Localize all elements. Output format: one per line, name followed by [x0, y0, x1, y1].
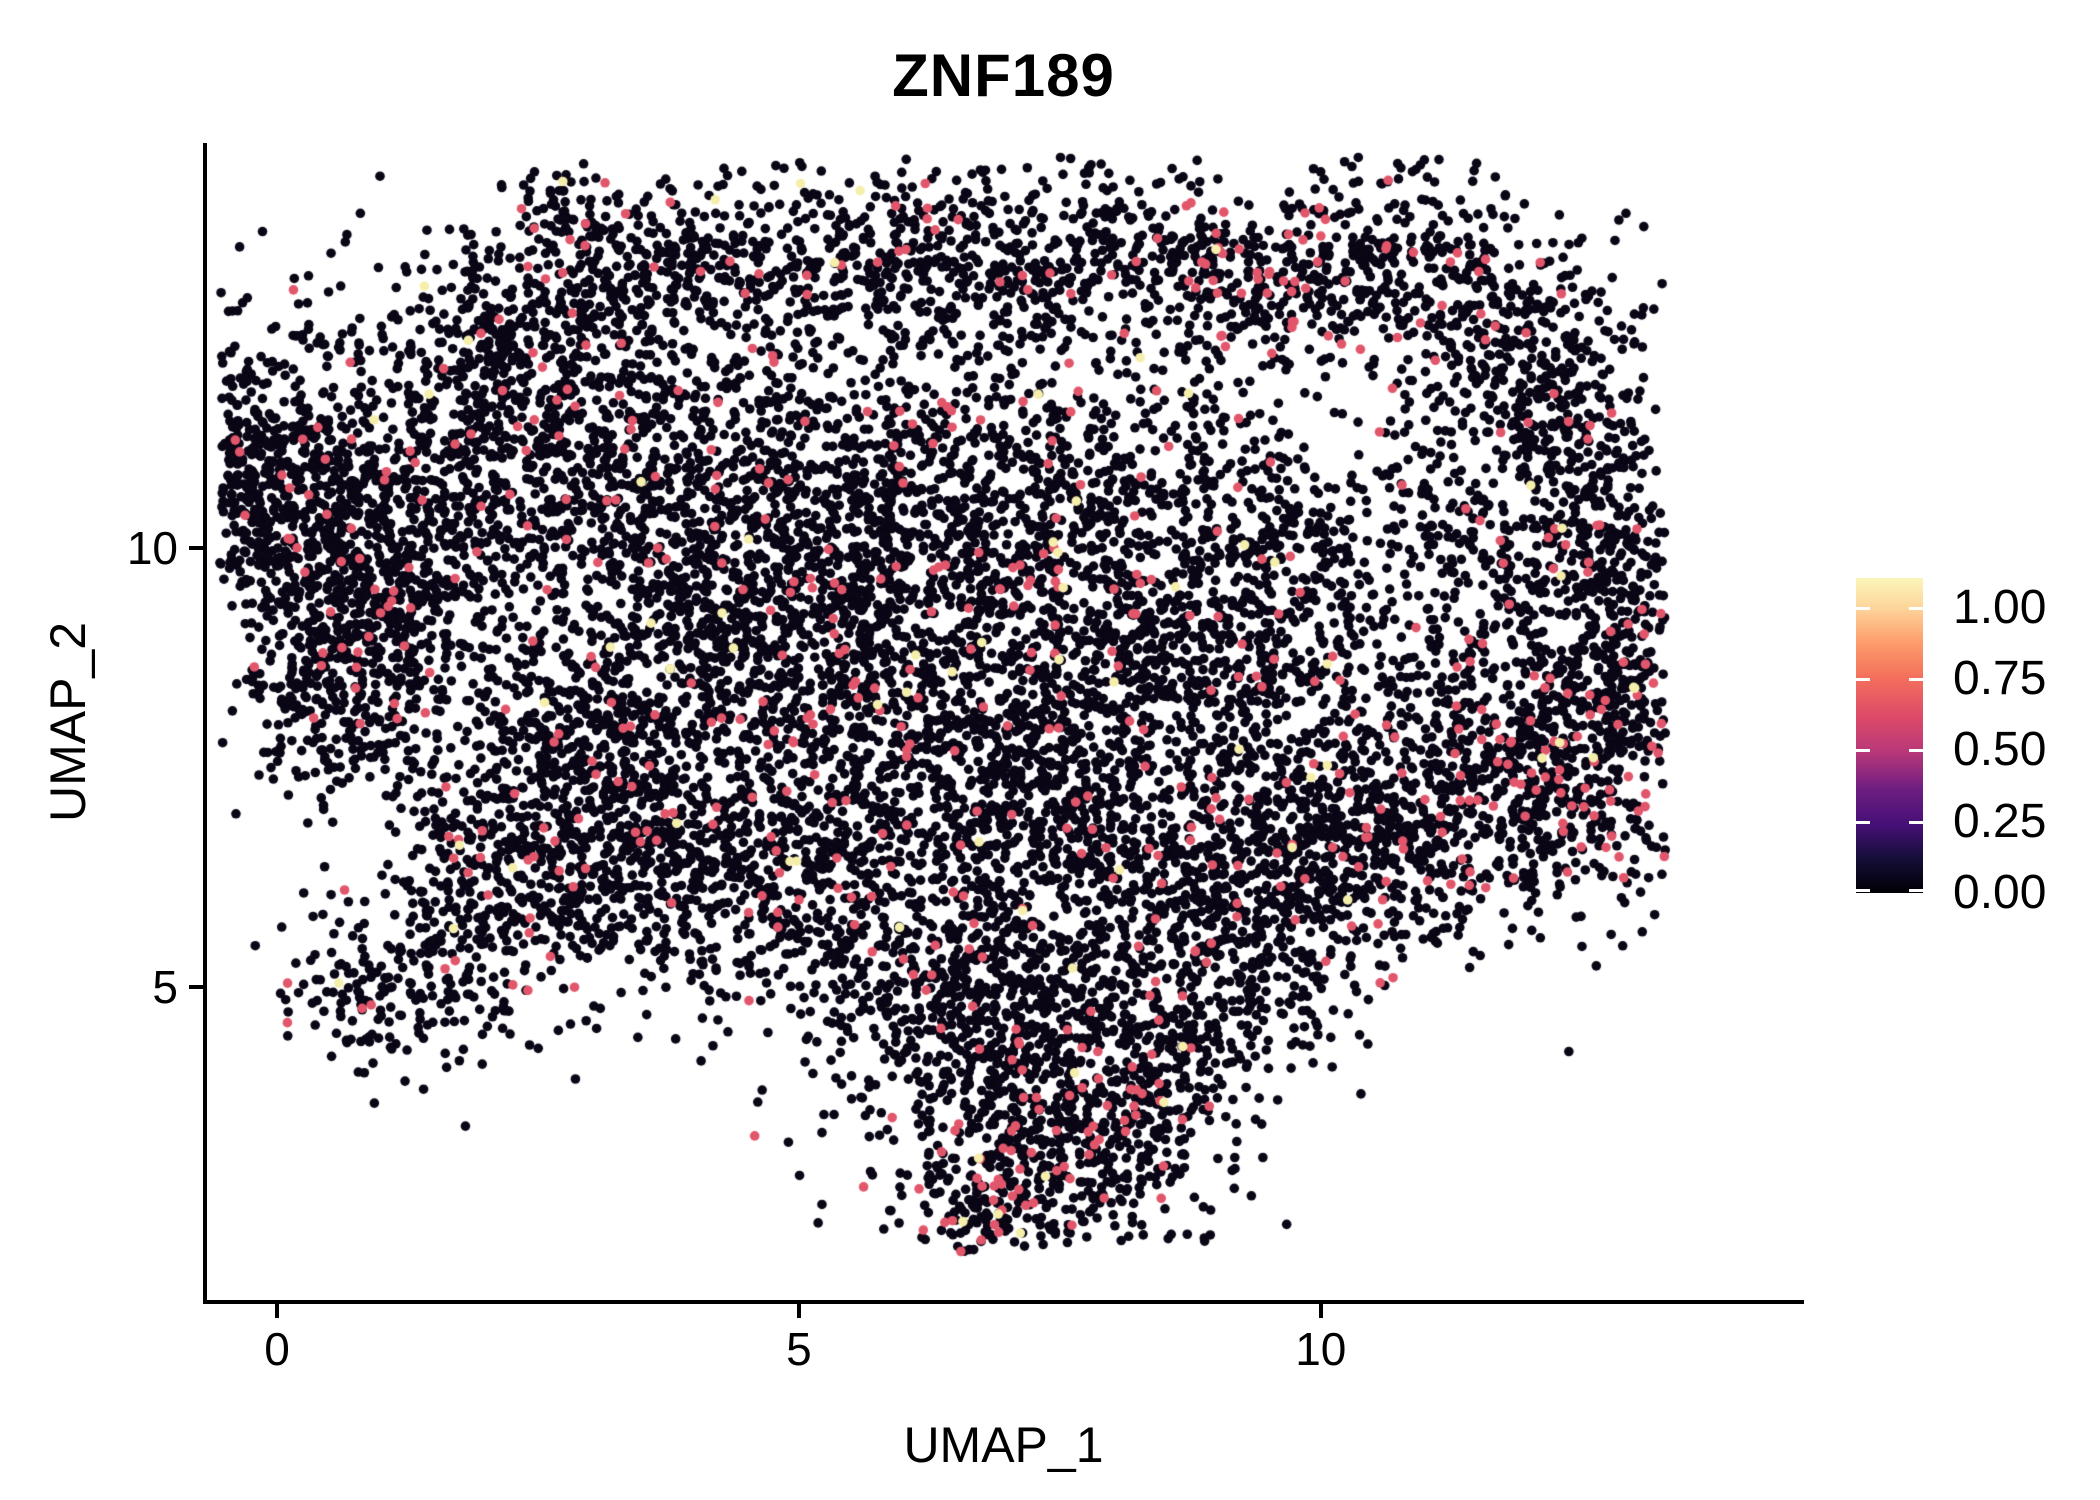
- colorbar-tick-mark: [1856, 678, 1870, 682]
- y-axis-line: [203, 143, 207, 1304]
- x-tick-label: 5: [786, 1323, 812, 1375]
- colorbar-gradient: [1856, 578, 1923, 893]
- colorbar-tick-mark: [1909, 749, 1923, 753]
- colorbar-tick-label: 0.25: [1953, 794, 2047, 848]
- colorbar-tick-label: 0.00: [1953, 866, 2047, 919]
- colorbar-tick-label: 1.00: [1953, 580, 2047, 634]
- x-axis-title: UMAP_1: [903, 1417, 1104, 1473]
- colorbar-tick-mark: [1909, 606, 1923, 610]
- y-tick-mark: [189, 545, 203, 550]
- plot-title: ZNF189: [892, 42, 1115, 109]
- colorbar-tick-mark: [1909, 678, 1923, 682]
- x-tick-mark: [275, 1304, 280, 1318]
- x-tick-label: 10: [1295, 1323, 1347, 1375]
- y-tick-label: 5: [152, 960, 178, 1013]
- colorbar-tick-mark: [1909, 889, 1923, 892]
- x-tick-mark: [1318, 1304, 1323, 1318]
- y-tick-label: 10: [126, 521, 178, 574]
- colorbar-tick-mark: [1856, 749, 1870, 753]
- x-axis-line: [203, 1300, 1804, 1304]
- x-tick-mark: [796, 1304, 801, 1318]
- colorbar-tick-label: 0.50: [1953, 723, 2047, 777]
- colorbar-tick-mark: [1856, 820, 1870, 824]
- colorbar-tick-mark: [1909, 820, 1923, 824]
- y-tick-mark: [189, 984, 203, 989]
- colorbar-tick-mark: [1856, 606, 1870, 610]
- colorbar-tick-mark: [1856, 889, 1870, 892]
- x-tick-label: 0: [264, 1323, 290, 1375]
- colorbar-tick-label: 0.75: [1953, 652, 2047, 706]
- y-axis-title: UMAP_2: [40, 621, 96, 823]
